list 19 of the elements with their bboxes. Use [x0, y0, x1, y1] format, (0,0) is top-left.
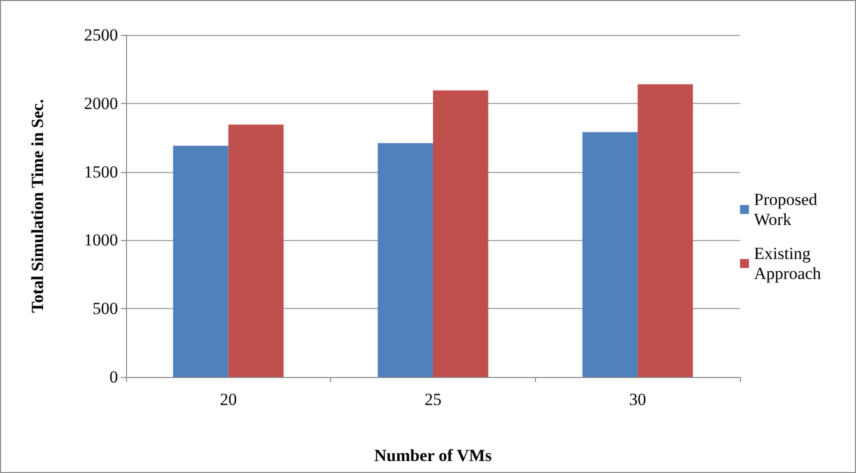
- y-tick-label: 2500: [84, 26, 118, 44]
- bar: [228, 124, 284, 377]
- legend-label: Proposed Work: [754, 190, 822, 229]
- x-axis-title: Number of VMs: [374, 446, 492, 465]
- legend-label: Existing Approach: [754, 244, 822, 283]
- y-tick-label: 1000: [84, 230, 118, 250]
- bar: [638, 84, 693, 377]
- x-tick-label: 25: [424, 390, 442, 409]
- y-tick-label: 0: [110, 368, 118, 386]
- bar: [433, 90, 488, 377]
- y-tick-label: 2000: [84, 94, 118, 113]
- bar: [582, 132, 638, 377]
- x-tick-label: 30: [629, 390, 646, 409]
- x-tick-label: 20: [220, 390, 237, 409]
- y-axis-title: Total Simulation Time in Sec.: [28, 99, 47, 313]
- y-tick-label: 500: [92, 299, 118, 318]
- bar: [378, 143, 433, 377]
- y-tick-label: 1500: [84, 162, 118, 182]
- bar: [173, 146, 228, 377]
